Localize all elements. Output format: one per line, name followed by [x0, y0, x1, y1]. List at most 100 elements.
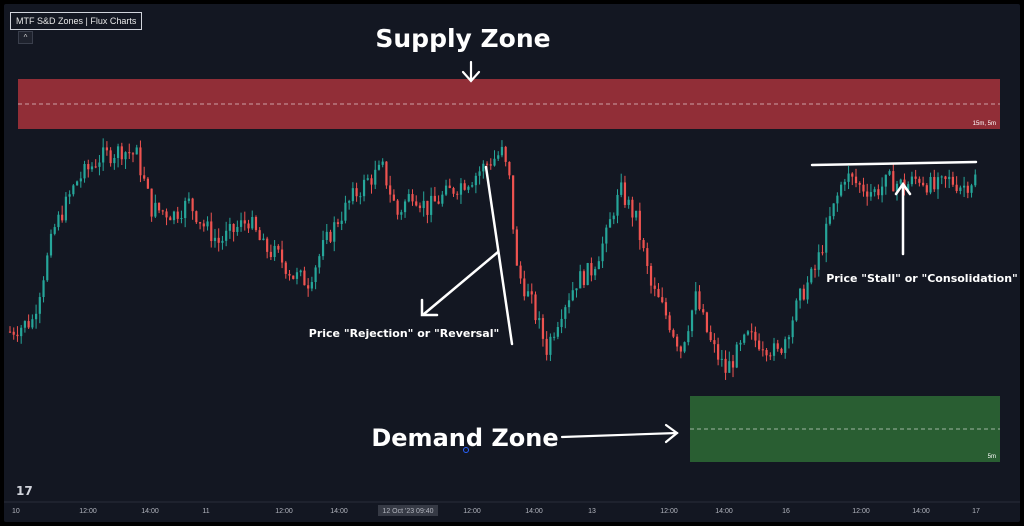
candle — [951, 171, 955, 187]
zones-layer — [18, 79, 1000, 462]
candle — [791, 316, 794, 344]
candle — [68, 190, 71, 205]
candle — [176, 206, 179, 223]
candle — [556, 321, 559, 340]
candle — [198, 221, 202, 230]
stall-arrow-icon — [810, 160, 978, 256]
candle — [765, 347, 768, 362]
price-chart[interactable]: Supply Zone Demand Zone Price "Rejection… — [4, 4, 1020, 522]
cursor-marker — [463, 447, 469, 453]
x-tick-label: 12:00 — [275, 508, 293, 515]
candle — [608, 212, 612, 228]
candle — [471, 181, 474, 188]
candle — [94, 159, 97, 169]
candle — [441, 191, 444, 207]
candle — [105, 141, 108, 156]
candle — [806, 276, 809, 304]
candle — [456, 191, 459, 200]
candle — [210, 212, 213, 248]
candle — [299, 269, 302, 277]
x-tick-label: 12:00 — [463, 508, 481, 515]
candle — [243, 211, 246, 231]
candle — [705, 311, 709, 334]
candle — [515, 226, 518, 266]
candle — [739, 340, 742, 352]
candle — [698, 285, 701, 311]
candle — [57, 211, 60, 231]
candle — [821, 245, 824, 256]
x-tick-label: 13 — [588, 508, 596, 515]
candle — [526, 283, 530, 298]
collapse-button[interactable]: ^ — [18, 31, 33, 44]
candle — [172, 210, 176, 225]
candle — [403, 199, 407, 218]
candle — [601, 236, 604, 268]
candle — [90, 162, 94, 172]
candle — [426, 200, 429, 224]
candle — [277, 244, 280, 253]
candle — [959, 185, 962, 195]
candle — [98, 154, 101, 176]
candle — [828, 207, 832, 226]
candle — [709, 325, 712, 343]
candle — [627, 196, 630, 209]
crosshair-time-bg — [378, 505, 438, 516]
x-tick-label: 17 — [972, 508, 980, 515]
x-tick-label: 12:00 — [79, 508, 97, 515]
candle — [493, 150, 496, 167]
candle — [761, 341, 764, 357]
candle — [254, 215, 258, 233]
candle — [862, 177, 865, 197]
candle — [497, 151, 500, 161]
candle — [750, 323, 753, 340]
candle — [407, 189, 410, 203]
candle — [918, 176, 921, 187]
candle — [549, 333, 552, 362]
candle — [374, 160, 377, 190]
candle — [847, 165, 850, 190]
candle — [843, 178, 846, 191]
candle — [817, 244, 820, 277]
candle — [679, 345, 682, 359]
candle — [646, 242, 649, 274]
x-tick-label: 10 — [12, 508, 20, 515]
candle — [72, 184, 75, 197]
candle — [687, 325, 690, 346]
candle — [120, 142, 123, 166]
candle — [448, 178, 451, 189]
candle — [784, 336, 787, 359]
candle — [545, 331, 548, 361]
candle — [131, 152, 135, 163]
candle — [832, 203, 835, 220]
candle — [787, 334, 791, 349]
candle — [150, 188, 153, 222]
candle — [157, 202, 161, 214]
candle — [20, 324, 23, 344]
candle — [321, 230, 325, 260]
candle — [128, 143, 131, 160]
candle — [23, 320, 27, 333]
candle — [362, 174, 366, 202]
chart-frame[interactable]: Supply Zone Demand Zone Price "Rejection… — [4, 4, 1020, 522]
candle — [381, 158, 384, 168]
candle — [702, 303, 705, 315]
candle — [377, 160, 381, 171]
candle — [962, 176, 966, 198]
candle — [295, 267, 299, 285]
time-axis[interactable]: 10 12:00 14:00 11 12:00 14:00 12 Oct '23 09:40… — [4, 501, 1020, 516]
candle — [892, 163, 895, 192]
indicator-label[interactable]: MTF S&D Zones | Flux Charts — [10, 12, 143, 30]
x-tick-label: 14:00 — [715, 508, 733, 515]
candle — [620, 173, 623, 198]
candle — [713, 333, 716, 353]
candle — [534, 291, 537, 324]
candle — [482, 160, 485, 179]
candle — [351, 182, 354, 205]
candle — [247, 219, 250, 233]
candle — [415, 195, 418, 207]
candle — [437, 195, 440, 205]
candle — [102, 138, 105, 171]
candle — [631, 196, 634, 227]
candle — [280, 240, 284, 269]
candle — [400, 209, 403, 220]
